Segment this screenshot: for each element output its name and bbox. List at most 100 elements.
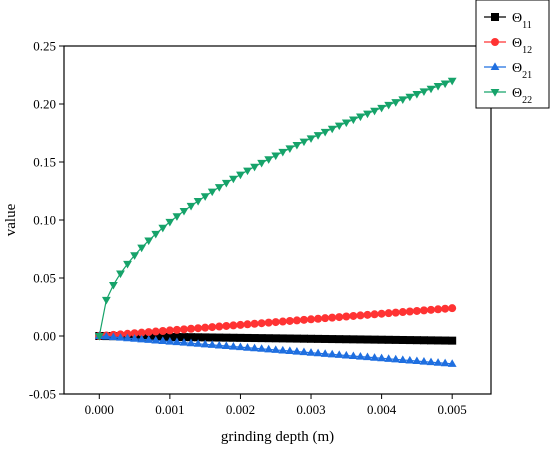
data-point — [306, 135, 316, 143]
y-tick-label: -0.05 — [29, 387, 56, 402]
data-point — [391, 99, 401, 107]
data-point — [172, 337, 182, 346]
data-point — [257, 334, 266, 343]
data-point — [257, 319, 266, 328]
legend-label: Θ12 — [512, 36, 532, 56]
data-point — [130, 252, 139, 260]
data-point — [491, 13, 499, 21]
data-point — [151, 230, 161, 239]
data-point — [165, 218, 175, 227]
data-point — [447, 359, 457, 367]
data-point — [165, 336, 175, 345]
data-point — [349, 335, 358, 344]
data-point — [313, 348, 323, 357]
y-tick-label: 0.20 — [33, 97, 56, 112]
data-point — [427, 336, 436, 345]
data-point — [130, 329, 139, 338]
data-point — [172, 213, 182, 221]
data-point — [412, 356, 422, 365]
data-point — [363, 110, 372, 119]
y-axis-title: value — [3, 203, 19, 236]
x-tick-label: 0.004 — [367, 402, 397, 417]
data-point — [391, 308, 400, 317]
data-point — [229, 321, 238, 330]
data-point — [370, 310, 379, 319]
data-point — [214, 184, 224, 192]
data-point — [179, 338, 189, 346]
data-point — [158, 224, 168, 233]
data-point — [306, 348, 316, 356]
data-point — [363, 310, 372, 319]
data-point — [179, 207, 189, 216]
data-point — [186, 202, 196, 211]
data-point — [419, 306, 428, 315]
data-point — [215, 322, 224, 331]
data-point — [448, 304, 457, 313]
data-point — [123, 260, 132, 269]
data-point — [201, 333, 210, 342]
data-point — [328, 313, 337, 322]
data-point — [264, 344, 274, 353]
data-point — [356, 352, 365, 360]
data-point — [412, 91, 422, 99]
data-point — [447, 77, 457, 86]
data-point — [109, 332, 118, 341]
data-point — [285, 334, 294, 343]
data-point — [398, 355, 408, 363]
data-point — [441, 336, 450, 345]
data-point — [214, 340, 224, 349]
data-point — [236, 333, 245, 342]
data-point — [327, 349, 337, 358]
data-point — [201, 323, 210, 332]
data-point — [349, 311, 358, 320]
data-point — [384, 309, 393, 318]
data-point — [405, 355, 415, 364]
data-point — [193, 339, 203, 347]
data-point — [144, 237, 154, 246]
data-point — [292, 141, 302, 150]
data-point — [250, 319, 259, 328]
series-layer — [94, 77, 457, 367]
data-point — [491, 38, 499, 46]
data-point — [101, 296, 111, 305]
data-point — [228, 175, 238, 184]
data-point — [384, 101, 394, 110]
data-point — [341, 119, 351, 128]
data-point — [278, 317, 287, 326]
data-point — [377, 104, 387, 113]
data-point — [243, 343, 252, 351]
data-point — [391, 354, 401, 363]
data-point — [335, 335, 344, 344]
data-point — [434, 336, 443, 345]
data-point — [334, 350, 344, 358]
data-point — [419, 336, 428, 345]
data-point — [335, 313, 344, 322]
data-point — [257, 344, 267, 352]
data-point — [348, 116, 358, 125]
data-point — [440, 358, 450, 367]
data-point — [187, 324, 196, 333]
y-tick-label: 0.15 — [33, 155, 56, 170]
data-point — [130, 334, 139, 342]
data-point — [151, 335, 161, 344]
data-point — [264, 156, 274, 164]
data-point — [208, 333, 217, 342]
data-point — [250, 163, 259, 172]
data-point — [419, 357, 429, 365]
data-point — [137, 328, 146, 337]
data-point — [440, 80, 450, 89]
data-point — [391, 335, 400, 344]
data-point — [222, 333, 231, 342]
data-point — [172, 325, 181, 334]
data-point — [271, 345, 281, 353]
data-point — [348, 351, 358, 360]
data-point — [490, 62, 500, 70]
data-point — [158, 326, 167, 335]
data-point — [356, 311, 365, 320]
data-point — [307, 334, 316, 343]
data-point — [356, 113, 365, 122]
data-point — [151, 327, 160, 336]
data-point — [433, 83, 443, 91]
data-point — [243, 333, 252, 342]
x-tick-label: 0.005 — [438, 402, 467, 417]
